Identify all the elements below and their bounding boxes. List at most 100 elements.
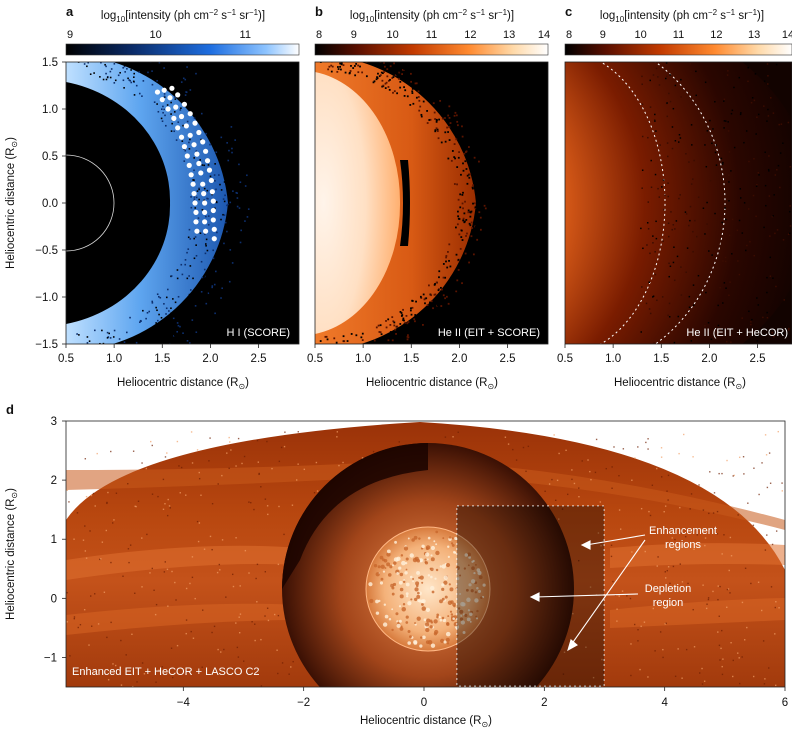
- speckle: [690, 124, 693, 126]
- speckle: [224, 158, 226, 161]
- speckle: [143, 673, 146, 675]
- speckle: [162, 105, 164, 108]
- speckle: [504, 436, 507, 438]
- speckle: [388, 88, 391, 91]
- speckle: [440, 288, 443, 291]
- speckle: [190, 196, 192, 198]
- speckle: [443, 575, 448, 580]
- speckle: [581, 460, 583, 462]
- speckle: [787, 329, 790, 331]
- speckle: [616, 608, 618, 610]
- speckle: [468, 146, 470, 148]
- speckle: [484, 216, 487, 219]
- speckle: [565, 449, 567, 452]
- colorbar-tick-labels: 9 10 11: [67, 29, 251, 41]
- speckle: [128, 348, 130, 350]
- speckle: [373, 563, 378, 568]
- speckle: [738, 657, 740, 659]
- speckle: [466, 597, 471, 602]
- speckle: [195, 254, 198, 257]
- speckle: [716, 533, 719, 535]
- speckle: [398, 605, 402, 608]
- speckle: [644, 550, 646, 553]
- speckle: [558, 518, 560, 520]
- speckle: [182, 306, 184, 309]
- speckle: [706, 201, 708, 204]
- speckle: [86, 65, 88, 68]
- speckle: [176, 440, 179, 443]
- speckle: [145, 317, 147, 320]
- annotation-point: [200, 181, 206, 187]
- speckle: [97, 623, 100, 625]
- speckle: [239, 585, 241, 587]
- speckle: [454, 551, 457, 554]
- speckle: [357, 64, 360, 67]
- speckle: [409, 553, 414, 558]
- speckle: [438, 616, 441, 619]
- speckle: [168, 505, 171, 507]
- speckle: [364, 345, 366, 347]
- speckle: [464, 252, 467, 255]
- speckle: [446, 266, 449, 269]
- speckle: [112, 365, 114, 367]
- speckle: [743, 473, 745, 475]
- speckle: [441, 597, 445, 601]
- speckle: [701, 683, 704, 685]
- speckle: [732, 475, 734, 477]
- speckle: [325, 344, 327, 346]
- speckle: [161, 120, 164, 123]
- speckle: [239, 179, 242, 181]
- speckle: [731, 109, 734, 112]
- speckle: [419, 105, 422, 108]
- speckle: [453, 156, 456, 159]
- speckle: [641, 169, 644, 171]
- speckle: [185, 91, 188, 94]
- speckle: [82, 384, 84, 386]
- speckle: [243, 660, 245, 662]
- speckle: [413, 597, 418, 602]
- speckle: [641, 187, 643, 189]
- speckle: [184, 80, 187, 83]
- speckle: [474, 591, 478, 594]
- speckle: [436, 128, 439, 131]
- colorbar-tick-label: 14: [538, 29, 550, 41]
- speckle: [139, 321, 141, 324]
- speckle: [375, 572, 380, 577]
- speckle: [702, 207, 705, 209]
- speckle: [654, 113, 656, 116]
- speckle: [380, 564, 385, 569]
- panel-letter: b: [315, 4, 323, 19]
- colorbar-tick-label: 14: [782, 29, 792, 41]
- speckle: [602, 671, 605, 673]
- speckle: [442, 263, 445, 265]
- speckle: [332, 351, 334, 353]
- speckle: [402, 66, 405, 69]
- speckle: [667, 155, 669, 158]
- speckle: [220, 297, 222, 299]
- speckle: [196, 190, 199, 192]
- speckle: [672, 224, 675, 226]
- speckle: [92, 492, 95, 495]
- speckle: [181, 273, 184, 276]
- speckle: [451, 150, 454, 152]
- speckle: [657, 187, 659, 190]
- speckle: [206, 189, 209, 192]
- speckle: [199, 232, 202, 235]
- speckle: [666, 490, 668, 492]
- speckle: [101, 541, 104, 543]
- speckle: [361, 332, 364, 335]
- speckle: [128, 79, 131, 81]
- colorbar-tick-label: 9: [351, 29, 357, 41]
- speckle: [721, 665, 723, 668]
- speckle: [115, 386, 117, 388]
- speckle: [527, 445, 530, 448]
- speckle: [377, 72, 379, 75]
- speckle: [439, 565, 442, 568]
- speckle: [561, 508, 564, 510]
- speckle: [211, 631, 213, 634]
- speckle: [718, 472, 720, 475]
- speckle: [767, 83, 769, 85]
- speckle: [612, 580, 614, 583]
- speckle: [163, 93, 166, 95]
- speckle: [340, 62, 343, 65]
